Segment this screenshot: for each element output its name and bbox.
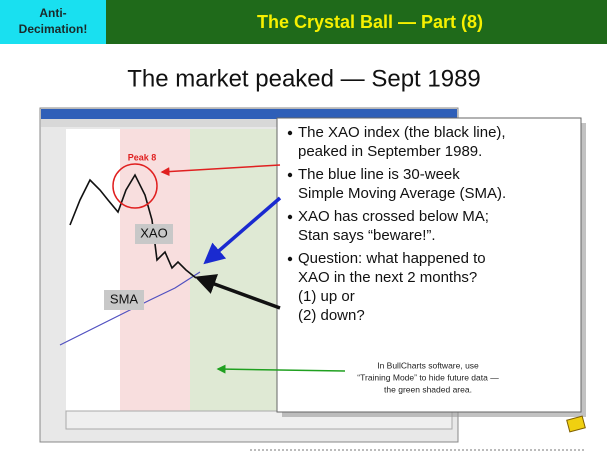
arrow [203, 196, 282, 265]
toolbar [41, 119, 457, 127]
note-line: the green shaded area. [384, 384, 472, 394]
logo [566, 415, 586, 433]
note: In BullCharts software, use “Training Mod… [357, 360, 499, 394]
badge-text: Decimation! [19, 22, 88, 36]
arrow [160, 164, 281, 177]
bullet-text: XAO in the next 2 months? [298, 269, 477, 286]
bullet-dot [287, 214, 293, 220]
xao-line [69, 173, 197, 279]
subtitle: The market peaked — Sept 1989 [127, 65, 481, 92]
bullet-text: The blue line is 30-week [298, 166, 460, 183]
bullet-text: Question: what happened to [298, 250, 486, 267]
sma-label: SMA [110, 291, 139, 306]
bullet-text: peaked in September 1989. [298, 143, 482, 160]
note-line: In BullCharts software, use [377, 360, 479, 370]
xao-label: XAO [140, 225, 167, 240]
bullet-text: (1) up or [298, 288, 355, 305]
bullet-dot [287, 256, 293, 262]
window-titlebar [41, 109, 457, 119]
badge-text: Anti- [39, 6, 66, 20]
slide-title: The Crystal Ball — Part (8) [257, 12, 483, 32]
green-shade [190, 129, 280, 411]
note-line: “Training Mode” to hide future data — [357, 372, 499, 382]
arrow [194, 274, 281, 310]
badge [0, 0, 106, 44]
arrow [216, 364, 346, 374]
bullet-text: The XAO index (the black line), [298, 124, 506, 141]
bullet-text: XAO has crossed below MA; [298, 208, 489, 225]
title-bar [106, 0, 607, 44]
bullet-text: Simple Moving Average (SMA). [298, 185, 506, 202]
bullet-text: (2) down? [298, 307, 365, 324]
bullet-dot [287, 130, 293, 136]
peak-circle [112, 163, 158, 209]
label-box [104, 290, 144, 310]
icon [566, 415, 586, 433]
bullet-text: Stan says “beware!”. [298, 227, 436, 244]
callout [276, 117, 582, 413]
label-box [135, 224, 173, 244]
bullet-list: The XAO index (the black line), peaked in… [287, 124, 506, 324]
bullet-dot [287, 172, 293, 178]
peak-label: Peak 8 [128, 152, 157, 162]
